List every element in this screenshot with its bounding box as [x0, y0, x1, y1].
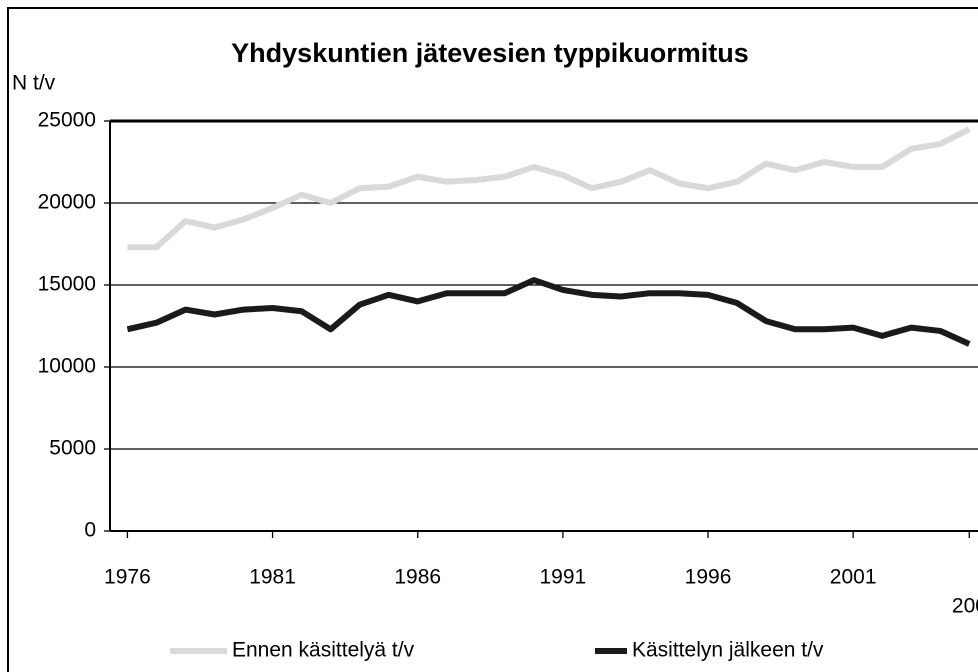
- x-tick-label: 1981: [249, 566, 296, 589]
- x-tick-label: 1976: [104, 566, 151, 589]
- x-tick-label: 2005: [952, 595, 978, 618]
- frame: [7, 7, 978, 672]
- legend-label: Käsittelyn jälkeen t/v: [632, 639, 824, 662]
- line-series: [126, 277, 971, 347]
- y-tick-label: 20000: [38, 191, 96, 214]
- y-tick-label: 10000: [38, 355, 96, 378]
- legend-label: Ennen käsittelyä t/v: [232, 639, 415, 662]
- y-tick-label: 15000: [38, 273, 96, 296]
- chart-title: Yhdyskuntien jätevesien typpikuormitus: [231, 38, 749, 68]
- line-series: [127, 126, 971, 251]
- x-tick-label: 1986: [394, 566, 441, 589]
- x-tick-label: 1996: [685, 566, 732, 589]
- y-tick-label: 5000: [49, 437, 96, 460]
- x-tick-label: 1991: [540, 566, 587, 589]
- y-tick-label: 25000: [38, 109, 96, 132]
- y-axis-label: N t/v: [12, 72, 56, 95]
- x-tick-label: 2001: [830, 566, 877, 589]
- y-tick-label: 0: [84, 519, 96, 542]
